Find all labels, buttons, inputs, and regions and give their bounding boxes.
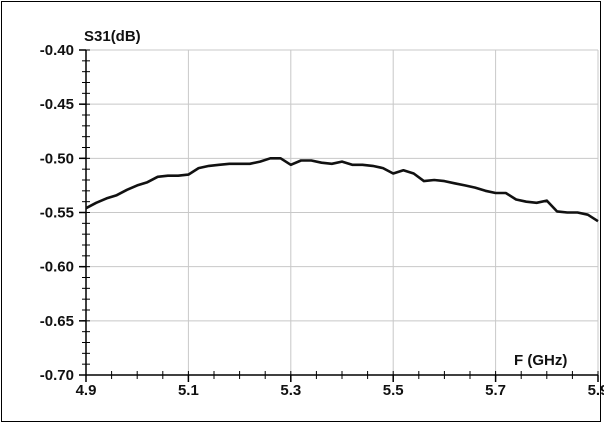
y-tick-labels: -0.40 -0.45 -0.50 -0.55 -0.60 -0.65 -0.70 bbox=[40, 42, 74, 384]
y-axis-title: S31(dB) bbox=[84, 28, 141, 45]
grid-lines bbox=[85, 49, 599, 376]
y-tick-label: -0.60 bbox=[40, 259, 74, 276]
x-tick-labels: 4.9 5.1 5.3 5.5 5.7 5.9 bbox=[76, 382, 604, 399]
x-tick-label: 5.3 bbox=[280, 382, 301, 399]
x-axis-title: F (GHz) bbox=[514, 352, 567, 369]
x-tick-label: 5.5 bbox=[383, 382, 404, 399]
y-tick-label: -0.50 bbox=[40, 150, 74, 167]
x-tick-label: 5.7 bbox=[485, 382, 506, 399]
minor-ticks bbox=[79, 49, 599, 382]
y-tick-label: -0.40 bbox=[40, 42, 74, 59]
series-group bbox=[85, 157, 599, 223]
series-line bbox=[85, 157, 599, 223]
y-tick-label: -0.45 bbox=[40, 96, 74, 113]
x-tick-label: 4.9 bbox=[76, 382, 97, 399]
axes bbox=[85, 50, 598, 376]
x-tick-label: 5.9 bbox=[588, 382, 604, 399]
y-tick-label: -0.65 bbox=[40, 313, 74, 330]
y-tick-label: -0.70 bbox=[40, 367, 74, 384]
x-tick-label: 5.1 bbox=[178, 382, 199, 399]
y-tick-label: -0.55 bbox=[40, 205, 74, 222]
